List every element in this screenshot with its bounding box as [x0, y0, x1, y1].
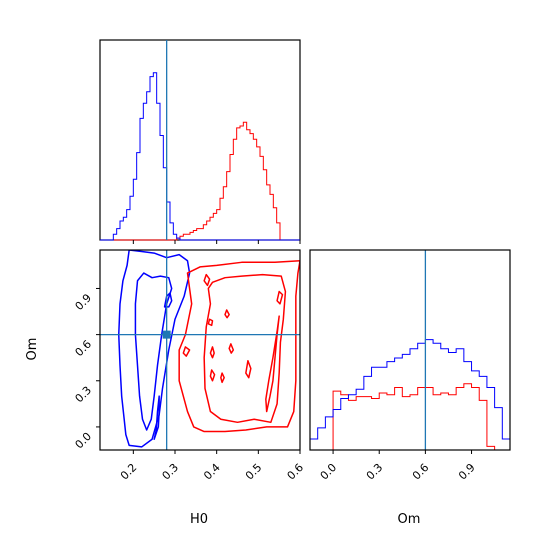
om-hist-xtick-label: 0.6 — [410, 461, 432, 483]
om-histogram-red-series — [310, 383, 510, 451]
om-hist-xtick-label: 0.3 — [364, 461, 386, 483]
h0-xtick-label: 0.2 — [118, 461, 140, 483]
om-histogram-panel: 0.0 0.3 0.6 0.9 — [309, 249, 511, 483]
h0-histogram-red-series — [100, 121, 300, 241]
h0-histogram-blue-series — [100, 72, 300, 241]
red-contour-0 — [178, 260, 300, 433]
red-contour-12 — [276, 290, 284, 305]
red-contour-2 — [265, 315, 280, 413]
om-hist-xtick-label: 0.0 — [318, 461, 340, 483]
om-hist-xtick-label: 0.9 — [456, 461, 478, 483]
red-contour-1 — [203, 273, 287, 424]
blue-contour-1 — [134, 272, 173, 431]
red-contour-3 — [203, 273, 211, 287]
om-histogram-blue-series — [309, 339, 510, 450]
blue-contour-0 — [118, 250, 191, 448]
red-contour-5 — [209, 346, 215, 359]
h0-xtick-label: 0.6 — [285, 461, 307, 483]
red-contour-11 — [245, 360, 252, 379]
red-contour-9 — [224, 309, 230, 319]
h0-xtick-label: 0.3 — [160, 461, 182, 483]
y-axis-label-om: Om — [25, 338, 40, 361]
h0-histogram-panel — [99, 39, 301, 244]
x-axis-label-om: Om — [398, 512, 421, 527]
om-ytick-label: 0.3 — [73, 384, 95, 406]
h0-om-contour-panel: 0.2 0.3 0.4 0.5 0.6 0.0 0.3 0.6 0.9 — [73, 249, 307, 483]
x-axis-label-h0: H0 — [190, 512, 208, 527]
om-ytick-label: 0.9 — [73, 291, 95, 313]
om-ytick-label: 0.6 — [73, 338, 95, 360]
blue-contour-2 — [153, 395, 160, 440]
red-contour-10 — [182, 346, 191, 357]
om-ytick-label: 0.0 — [73, 430, 95, 452]
red-contour-8 — [228, 343, 235, 354]
red-contour-7 — [220, 372, 225, 384]
truth-marker — [162, 330, 171, 339]
red-contour-6 — [209, 369, 216, 382]
contour-frame — [99, 249, 301, 451]
om-histogram-frame — [309, 249, 511, 451]
contour-lines — [118, 250, 300, 448]
red-contour-4 — [207, 318, 214, 327]
h0-xtick-label: 0.5 — [243, 461, 265, 483]
h0-xtick-label: 0.4 — [201, 461, 223, 483]
